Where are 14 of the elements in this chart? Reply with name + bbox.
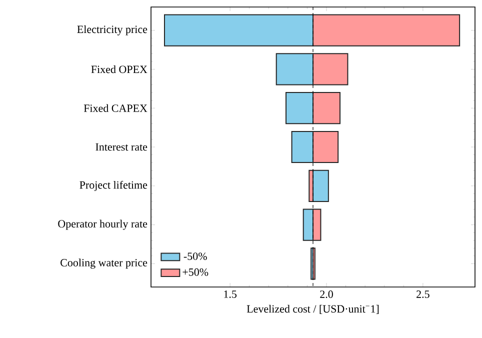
bar xyxy=(312,170,329,202)
y-tick-label: Operator hourly rate xyxy=(58,220,148,230)
y-tick-label: Project lifetime xyxy=(80,180,148,191)
y-tick-label: Electricity price xyxy=(77,25,148,36)
legend-label: +50% xyxy=(182,268,208,276)
legend-label: -50% xyxy=(184,252,207,260)
x-tick-label: 2.5 xyxy=(416,290,430,298)
y-tick-label: Fixed CAPEX xyxy=(84,104,148,112)
y-tick-label: Cooling water price xyxy=(60,258,148,269)
x-tick-label: 2.0 xyxy=(320,290,333,298)
x-axis-title: Levelized cost / [USD·unit$^{−}$1] xyxy=(246,304,379,314)
x-tick-label: 1.5 xyxy=(224,290,237,298)
y-tick-label: Fixed OPEX xyxy=(91,65,148,74)
y-tick-label: Interest rate xyxy=(96,143,148,151)
